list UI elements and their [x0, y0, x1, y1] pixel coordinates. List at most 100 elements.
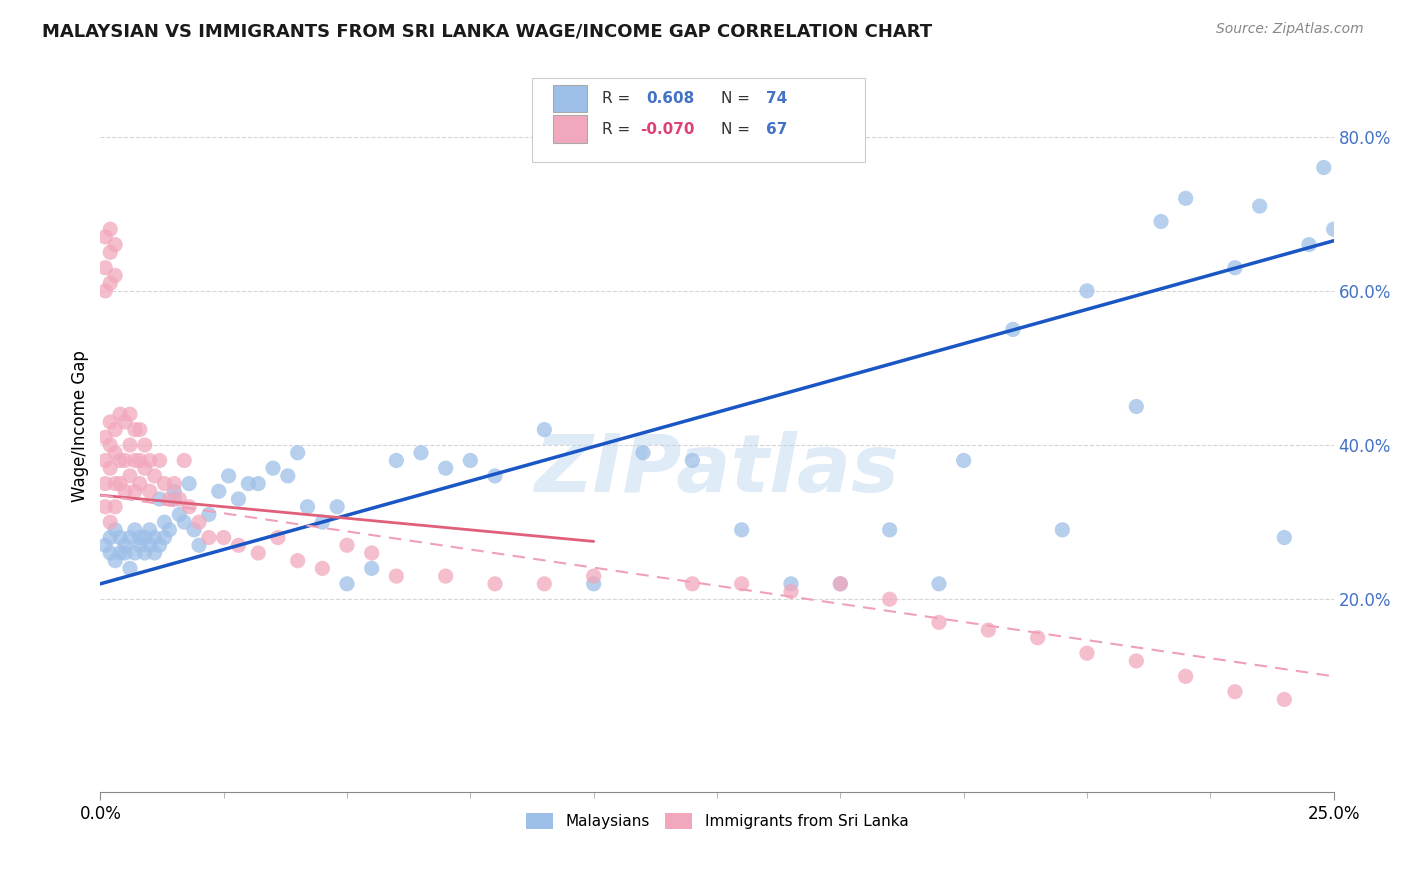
Point: [124, 423, 146, 437]
Point: [169, 491, 191, 506]
Point: [124, 453, 146, 467]
Point: [208, 484, 231, 499]
Point: [385, 453, 408, 467]
Point: [138, 538, 160, 552]
Point: [188, 538, 211, 552]
Point: [262, 461, 284, 475]
Point: [1223, 260, 1246, 275]
Point: [134, 531, 156, 545]
Point: [104, 423, 127, 437]
Point: [153, 515, 176, 529]
Point: [277, 469, 299, 483]
Point: [879, 523, 901, 537]
Point: [385, 569, 408, 583]
Y-axis label: Wage/Income Gap: Wage/Income Gap: [72, 350, 89, 501]
Point: [94, 476, 117, 491]
Point: [879, 592, 901, 607]
Text: -0.070: -0.070: [641, 121, 695, 136]
Point: [118, 531, 141, 545]
Point: [1001, 322, 1024, 336]
Point: [1272, 692, 1295, 706]
Point: [830, 577, 852, 591]
Point: [730, 523, 752, 537]
Point: [98, 276, 121, 290]
Point: [94, 430, 117, 444]
Point: [228, 491, 250, 506]
Point: [780, 577, 803, 591]
Point: [118, 469, 141, 483]
Point: [1150, 214, 1173, 228]
Point: [143, 531, 166, 545]
Point: [128, 453, 150, 467]
Point: [311, 515, 333, 529]
Point: [128, 423, 150, 437]
Point: [98, 515, 121, 529]
Point: [138, 453, 160, 467]
Point: [124, 484, 146, 499]
Point: [163, 491, 186, 506]
Point: [287, 446, 309, 460]
Point: [94, 260, 117, 275]
Point: [928, 615, 950, 630]
Point: [681, 577, 703, 591]
Point: [108, 453, 131, 467]
Point: [1272, 531, 1295, 545]
Point: [104, 237, 127, 252]
Point: [94, 538, 117, 552]
Point: [124, 546, 146, 560]
Point: [143, 546, 166, 560]
Point: [1076, 284, 1098, 298]
Point: [484, 469, 506, 483]
Text: Source: ZipAtlas.com: Source: ZipAtlas.com: [1216, 22, 1364, 37]
Point: [134, 461, 156, 475]
Point: [153, 476, 176, 491]
Text: N =: N =: [721, 91, 749, 106]
Point: [104, 500, 127, 514]
Point: [336, 577, 359, 591]
FancyBboxPatch shape: [553, 85, 588, 112]
Point: [1298, 237, 1320, 252]
Text: N =: N =: [721, 121, 749, 136]
Point: [228, 538, 250, 552]
Point: [336, 538, 359, 552]
Point: [98, 438, 121, 452]
Point: [153, 531, 176, 545]
Point: [98, 415, 121, 429]
Point: [98, 461, 121, 475]
Point: [460, 453, 482, 467]
Point: [128, 531, 150, 545]
Point: [114, 415, 136, 429]
Point: [94, 500, 117, 514]
Point: [730, 577, 752, 591]
Point: [104, 523, 127, 537]
FancyBboxPatch shape: [531, 78, 865, 162]
Point: [326, 500, 349, 514]
Point: [631, 446, 654, 460]
Point: [169, 508, 191, 522]
Point: [179, 476, 201, 491]
Point: [98, 222, 121, 236]
Point: [360, 546, 382, 560]
Point: [104, 446, 127, 460]
Point: [830, 577, 852, 591]
Point: [238, 476, 260, 491]
Point: [1223, 684, 1246, 698]
Point: [118, 407, 141, 421]
Point: [1174, 669, 1197, 683]
Point: [173, 515, 195, 529]
Point: [1323, 222, 1346, 236]
Point: [114, 538, 136, 552]
Point: [212, 531, 235, 545]
Point: [118, 438, 141, 452]
Text: R =: R =: [602, 121, 630, 136]
Point: [157, 523, 180, 537]
Point: [1249, 199, 1271, 213]
Point: [124, 523, 146, 537]
Point: [582, 569, 605, 583]
Text: 67: 67: [766, 121, 787, 136]
Point: [98, 546, 121, 560]
Text: R =: R =: [602, 91, 630, 106]
Point: [434, 461, 457, 475]
Point: [94, 284, 117, 298]
Point: [138, 523, 160, 537]
